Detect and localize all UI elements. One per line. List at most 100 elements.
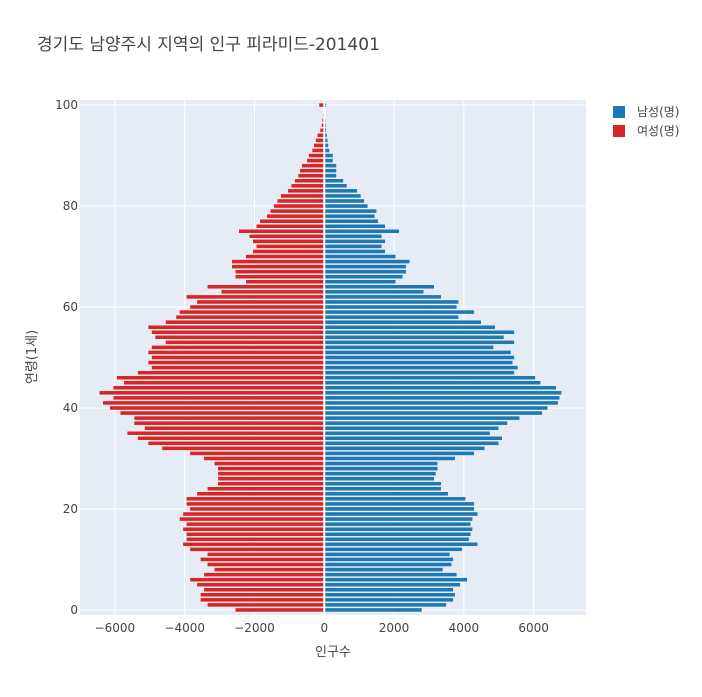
- female-bar[interactable]: [151, 355, 325, 360]
- male-bar[interactable]: [324, 229, 400, 234]
- male-bar[interactable]: [324, 385, 557, 391]
- male-bar[interactable]: [324, 244, 383, 249]
- female-bar[interactable]: [98, 390, 325, 396]
- female-bar[interactable]: [137, 436, 325, 441]
- male-bar[interactable]: [324, 476, 435, 481]
- male-bar[interactable]: [324, 350, 512, 355]
- male-bar[interactable]: [324, 516, 473, 522]
- female-bar[interactable]: [186, 537, 325, 542]
- female-bar[interactable]: [207, 562, 325, 567]
- female-bar[interactable]: [200, 557, 325, 562]
- male-bar[interactable]: [324, 511, 479, 517]
- male-bar[interactable]: [324, 431, 491, 436]
- female-bar[interactable]: [301, 163, 325, 168]
- male-bar[interactable]: [324, 213, 376, 219]
- male-bar[interactable]: [324, 466, 438, 471]
- male-bar[interactable]: [324, 264, 407, 269]
- female-bar[interactable]: [109, 405, 325, 411]
- female-bar[interactable]: [179, 516, 325, 522]
- female-bar[interactable]: [116, 375, 325, 380]
- male-bar[interactable]: [324, 279, 397, 284]
- female-bar[interactable]: [203, 456, 325, 461]
- male-bar[interactable]: [324, 203, 369, 209]
- male-bar[interactable]: [324, 471, 437, 476]
- female-bar[interactable]: [186, 294, 325, 300]
- male-bar[interactable]: [324, 491, 449, 497]
- male-bar[interactable]: [324, 441, 499, 446]
- female-bar[interactable]: [217, 476, 325, 481]
- female-bar[interactable]: [231, 264, 325, 269]
- female-bar[interactable]: [151, 330, 325, 335]
- male-bar[interactable]: [324, 218, 379, 224]
- female-bar[interactable]: [154, 335, 325, 340]
- female-bar[interactable]: [196, 491, 325, 497]
- female-bar[interactable]: [221, 289, 325, 295]
- female-bar[interactable]: [313, 143, 325, 148]
- female-bar[interactable]: [189, 304, 325, 310]
- male-bar[interactable]: [324, 420, 508, 426]
- male-bar[interactable]: [324, 542, 479, 547]
- female-bar[interactable]: [189, 451, 325, 456]
- male-bar[interactable]: [324, 314, 459, 320]
- male-bar[interactable]: [324, 587, 454, 592]
- legend-item-female[interactable]: 여성(명): [613, 124, 679, 138]
- female-bar[interactable]: [269, 208, 325, 214]
- female-bar[interactable]: [207, 552, 325, 557]
- female-bar[interactable]: [287, 188, 325, 194]
- female-bar[interactable]: [126, 431, 325, 436]
- female-bar[interactable]: [266, 213, 325, 219]
- female-bar[interactable]: [217, 471, 325, 476]
- male-bar[interactable]: [324, 208, 377, 214]
- female-bar[interactable]: [196, 299, 325, 305]
- female-bar[interactable]: [151, 365, 325, 370]
- female-bar[interactable]: [144, 425, 325, 431]
- male-bar[interactable]: [324, 592, 456, 598]
- male-bar[interactable]: [324, 284, 435, 290]
- female-bar[interactable]: [311, 148, 325, 153]
- male-bar[interactable]: [324, 330, 515, 335]
- male-bar[interactable]: [324, 451, 475, 456]
- male-bar[interactable]: [324, 461, 438, 466]
- male-bar[interactable]: [324, 405, 548, 411]
- female-bar[interactable]: [259, 218, 325, 224]
- male-bar[interactable]: [324, 370, 515, 375]
- male-bar[interactable]: [324, 567, 444, 572]
- male-bar[interactable]: [324, 178, 344, 184]
- male-bar[interactable]: [324, 153, 334, 158]
- female-bar[interactable]: [238, 229, 325, 234]
- male-bar[interactable]: [324, 380, 541, 385]
- female-bar[interactable]: [102, 400, 325, 406]
- female-bar[interactable]: [186, 531, 325, 537]
- female-bar[interactable]: [207, 284, 325, 290]
- male-bar[interactable]: [324, 259, 410, 264]
- male-bar[interactable]: [324, 390, 562, 396]
- male-bar[interactable]: [324, 158, 334, 163]
- female-bar[interactable]: [217, 481, 325, 486]
- female-bar[interactable]: [119, 410, 325, 416]
- male-bar[interactable]: [324, 582, 461, 587]
- female-bar[interactable]: [123, 380, 325, 385]
- female-bar[interactable]: [280, 193, 325, 199]
- male-bar[interactable]: [324, 249, 386, 254]
- male-bar[interactable]: [324, 436, 503, 441]
- male-bar[interactable]: [324, 239, 386, 244]
- male-bar[interactable]: [324, 521, 472, 527]
- female-bar[interactable]: [235, 607, 325, 613]
- female-bar[interactable]: [231, 259, 325, 264]
- female-bar[interactable]: [186, 496, 325, 502]
- male-bar[interactable]: [324, 294, 442, 300]
- female-bar[interactable]: [147, 360, 325, 365]
- female-bar[interactable]: [317, 133, 325, 138]
- female-bar[interactable]: [217, 466, 325, 471]
- female-bar[interactable]: [299, 168, 325, 173]
- male-bar[interactable]: [324, 289, 424, 295]
- female-bar[interactable]: [182, 542, 325, 547]
- male-bar[interactable]: [324, 602, 447, 608]
- male-bar[interactable]: [324, 168, 337, 173]
- female-bar[interactable]: [112, 385, 325, 391]
- female-bar[interactable]: [207, 486, 325, 491]
- female-bar[interactable]: [189, 547, 325, 552]
- male-bar[interactable]: [324, 446, 485, 451]
- male-bar[interactable]: [324, 274, 403, 279]
- female-bar[interactable]: [112, 395, 325, 401]
